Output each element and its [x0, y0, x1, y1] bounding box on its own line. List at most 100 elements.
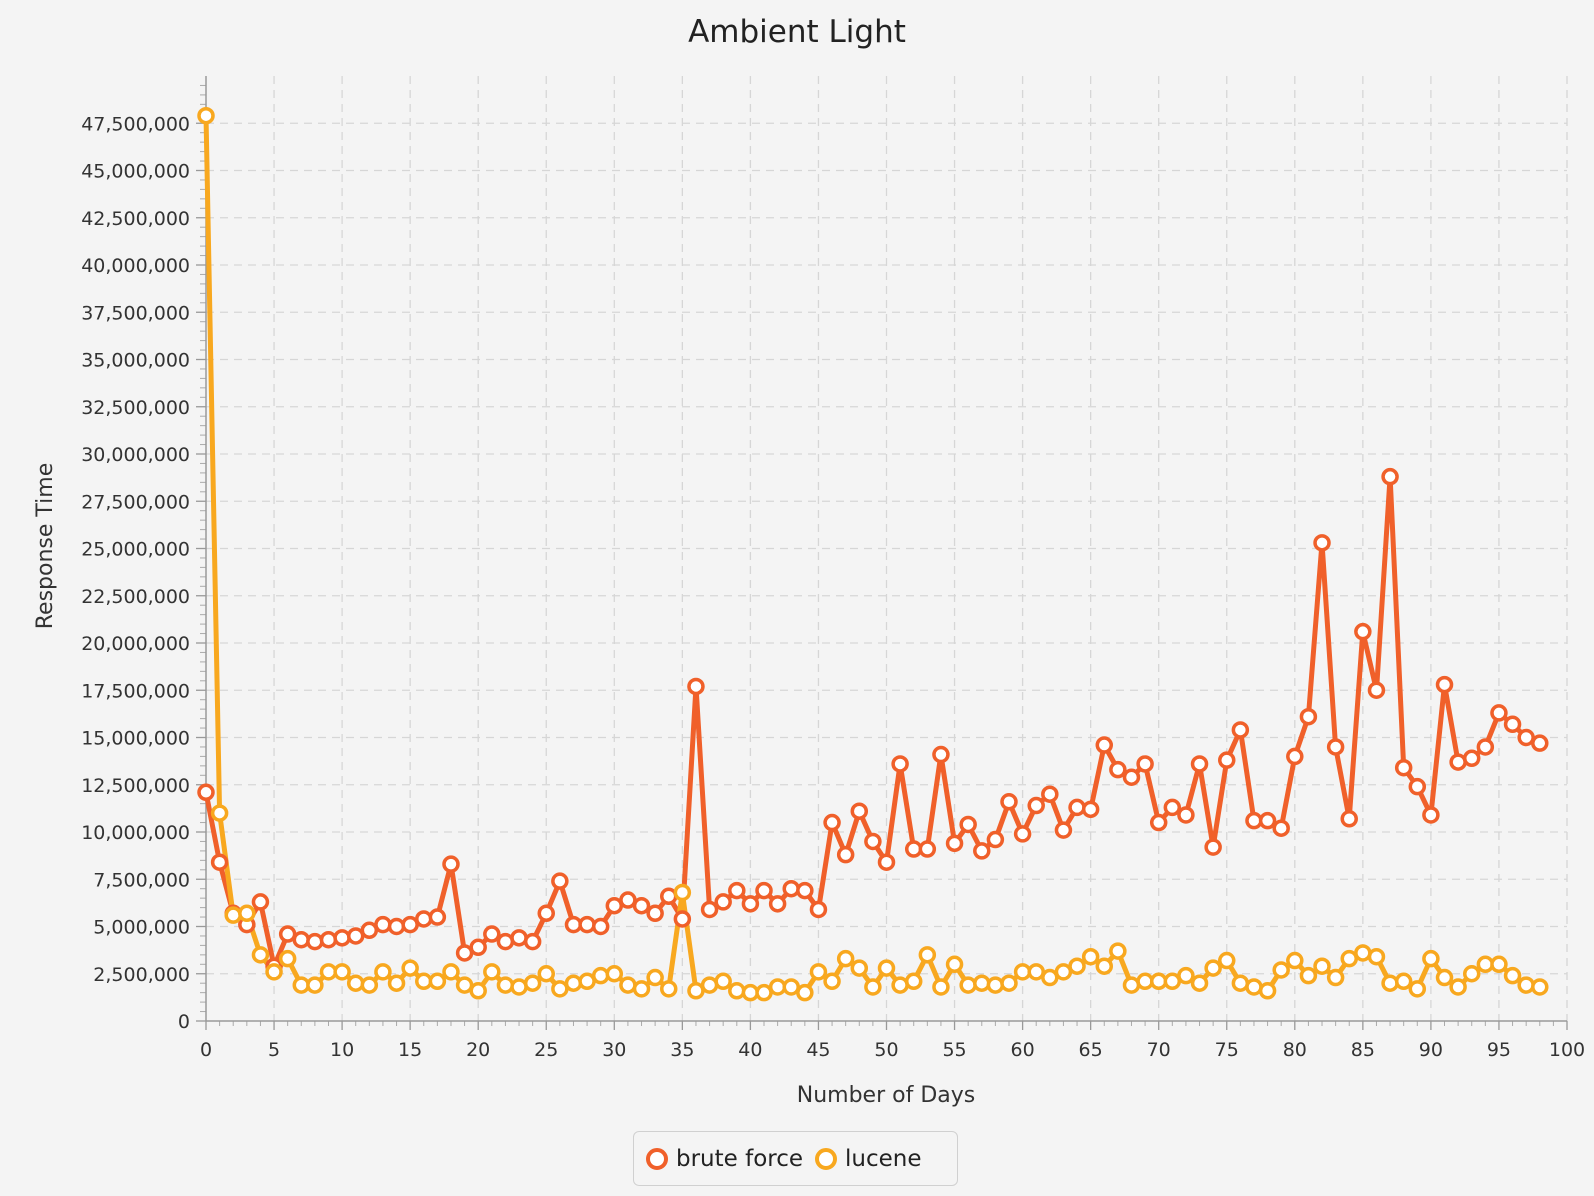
y-tick-label: 7,500,000	[93, 869, 190, 891]
data-point-brute-force	[1313, 534, 1331, 552]
data-point-brute-force	[823, 813, 841, 832]
data-point-lucene	[673, 883, 692, 902]
data-point-lucene	[850, 959, 869, 977]
data-point-brute-force	[319, 930, 338, 949]
legend-item-brute-force[interactable]: brute force	[646, 1146, 803, 1172]
data-point-lucene	[1299, 966, 1318, 985]
data-point-lucene	[836, 949, 855, 968]
x-tick-label: 70	[1147, 1039, 1171, 1061]
data-point-brute-force	[1462, 749, 1481, 768]
data-point-brute-force	[755, 881, 773, 900]
data-point-lucene	[1517, 976, 1535, 994]
data-point-brute-force	[1041, 785, 1059, 803]
data-point-lucene	[1367, 947, 1386, 966]
data-point-lucene	[1000, 974, 1018, 992]
y-tick-label: 40,000,000	[81, 255, 190, 277]
data-point-lucene	[1462, 965, 1481, 983]
data-point-lucene	[1231, 974, 1250, 992]
data-point-brute-force	[673, 910, 692, 928]
y-tick-label: 10,000,000	[81, 822, 190, 844]
data-point-lucene	[306, 976, 324, 994]
x-tick-label: 100	[1549, 1039, 1585, 1061]
data-point-brute-force	[1435, 675, 1454, 694]
data-point-lucene	[1354, 944, 1372, 962]
x-tick-label: 90	[1419, 1039, 1443, 1061]
data-point-lucene	[1218, 951, 1236, 970]
data-point-lucene	[877, 959, 896, 977]
data-point-lucene	[428, 972, 447, 991]
data-point-brute-force	[306, 932, 324, 951]
data-point-brute-force	[877, 853, 896, 871]
data-point-lucene	[605, 965, 624, 983]
data-point-brute-force	[1027, 796, 1045, 815]
data-point-brute-force	[741, 895, 760, 913]
data-point-lucene	[210, 804, 229, 822]
data-point-lucene	[360, 976, 379, 994]
data-point-brute-force	[1013, 825, 1032, 843]
legend-marker-lucene	[815, 1147, 838, 1170]
data-point-brute-force	[1218, 751, 1236, 769]
data-point-brute-force	[986, 830, 1005, 849]
data-point-lucene	[1177, 966, 1195, 985]
x-tick-label: 30	[602, 1039, 626, 1061]
y-tick-label: 37,500,000	[81, 302, 190, 324]
data-point-lucene	[1258, 982, 1277, 1000]
data-point-lucene	[1068, 957, 1086, 975]
data-point-brute-force	[1068, 798, 1086, 817]
x-tick-label: 35	[670, 1039, 694, 1061]
x-tick-label: 25	[534, 1039, 558, 1061]
x-tick-label: 0	[200, 1039, 212, 1061]
data-point-brute-force	[591, 917, 610, 936]
data-point-brute-force	[850, 802, 869, 820]
data-point-lucene	[700, 976, 719, 994]
grid-layer	[206, 76, 1568, 1021]
y-tick-label: 27,500,000	[81, 491, 190, 513]
data-point-brute-force	[768, 895, 787, 913]
legend-item-lucene[interactable]: lucene	[815, 1146, 922, 1172]
legend-marker-brute-force	[646, 1147, 668, 1170]
data-point-lucene	[238, 904, 256, 923]
data-point-brute-force	[442, 855, 460, 873]
data-point-lucene	[278, 949, 297, 968]
data-point-lucene	[1122, 976, 1141, 994]
data-point-lucene	[387, 974, 406, 992]
data-point-brute-force	[1490, 704, 1508, 722]
y-tick-label: 47,500,000	[81, 113, 190, 135]
data-point-brute-force	[469, 938, 487, 957]
data-point-brute-force	[945, 834, 964, 853]
data-point-lucene	[537, 965, 555, 983]
data-point-brute-force	[1449, 753, 1467, 771]
data-point-lucene	[1531, 978, 1549, 996]
x-tick-label: 45	[806, 1039, 830, 1061]
data-point-brute-force	[1272, 819, 1290, 837]
data-point-brute-force	[1326, 738, 1345, 756]
data-point-brute-force	[1503, 715, 1522, 734]
data-point-lucene	[442, 963, 460, 981]
data-point-lucene	[891, 976, 909, 994]
y-tick-label: 32,500,000	[81, 397, 190, 419]
data-point-lucene	[986, 976, 1005, 994]
data-point-brute-force	[1177, 806, 1195, 824]
data-point-brute-force	[1476, 738, 1495, 756]
y-axis-title: Response Time	[33, 463, 58, 630]
data-point-brute-force	[415, 910, 433, 928]
y-tick-label: 12,500,000	[81, 775, 190, 797]
data-point-lucene	[469, 982, 487, 1000]
data-point-lucene	[374, 963, 392, 981]
data-point-lucene	[1449, 978, 1467, 996]
data-point-brute-force	[1299, 707, 1318, 726]
x-tick-label: 80	[1283, 1039, 1307, 1061]
x-tick-label: 10	[330, 1039, 354, 1061]
data-point-brute-force	[1190, 755, 1209, 773]
data-point-brute-force	[700, 900, 719, 919]
data-point-brute-force	[1163, 798, 1182, 817]
y-tick-label: 2,500,000	[93, 964, 190, 986]
x-tick-label: 55	[942, 1039, 966, 1061]
x-tick-label: 50	[874, 1039, 898, 1061]
data-point-brute-force	[1081, 800, 1100, 819]
data-point-brute-force	[714, 893, 732, 911]
data-point-brute-force	[836, 845, 855, 864]
data-point-brute-force	[918, 840, 937, 858]
